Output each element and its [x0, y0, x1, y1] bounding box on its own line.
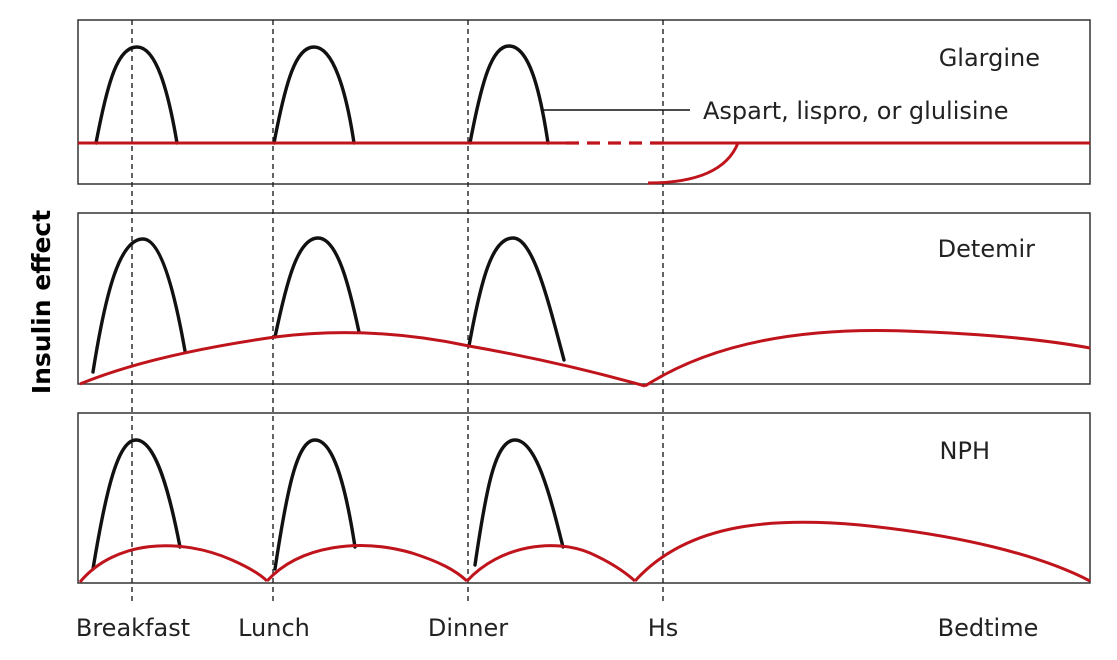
glargine-bedtime-onset-curve	[647, 142, 740, 185]
panel-detemir-frame	[77, 212, 1091, 385]
panel-glargine-frame	[77, 19, 1091, 185]
panel-nph-frame	[77, 412, 1091, 584]
nph-rapid-peak-breakfast	[91, 438, 182, 571]
detemir-basal-curve-day	[79, 331, 646, 388]
nph-basal-curve-night	[633, 520, 1091, 583]
rapid-acting-annotation: Aspart, lispro, or glulisine	[703, 97, 1009, 125]
glargine-rapid-peak-breakfast	[94, 45, 179, 145]
panel-detemir-title: Detemir	[938, 235, 1035, 263]
panel-glargine-title: Glargine	[939, 44, 1040, 72]
time-label-dinner: Dinner	[428, 614, 508, 642]
time-label-breakfast: Breakfast	[76, 614, 190, 642]
nph-rapid-peak-lunch	[273, 438, 357, 571]
time-label-bedtime: Bedtime	[938, 614, 1039, 642]
time-label-lunch: Lunch	[238, 614, 310, 642]
nph-basal-curve-dinner	[465, 544, 637, 583]
nph-basal-curve-breakfast	[78, 544, 269, 583]
nph-basal-curve-lunch	[265, 544, 469, 583]
detemir-basal-curve-night	[644, 329, 1091, 388]
y-axis-title: Insulin effect	[27, 210, 56, 394]
nph-rapid-peak-dinner	[473, 438, 565, 567]
panel-nph-title: NPH	[940, 437, 990, 465]
glargine-rapid-peak-dinner	[468, 44, 550, 145]
detemir-rapid-peak-lunch	[273, 236, 361, 339]
detemir-rapid-peak-dinner	[467, 236, 566, 362]
time-label-hs: Hs	[648, 614, 679, 642]
glargine-rapid-peak-lunch	[272, 45, 356, 145]
detemir-rapid-peak-breakfast	[91, 237, 187, 374]
